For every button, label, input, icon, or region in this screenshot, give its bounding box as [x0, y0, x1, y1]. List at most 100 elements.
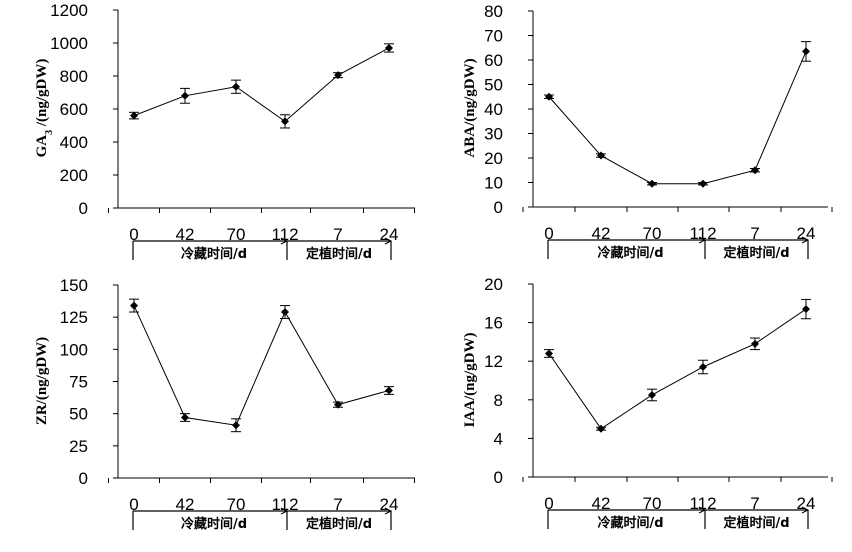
x-tick-label: 112	[689, 494, 716, 513]
y-tick-label: 25	[69, 437, 88, 456]
y-axis-label-main: IAA/(ng/gDW)	[462, 332, 478, 427]
series-line	[548, 51, 807, 185]
arrow-icon	[698, 236, 707, 244]
y-tick-label: 200	[60, 166, 88, 185]
data-point	[181, 91, 189, 100]
data-point	[281, 117, 289, 126]
arrow-icon	[384, 507, 393, 515]
arrow-icon	[801, 506, 810, 514]
x-tick-label: 112	[689, 224, 716, 243]
data-point	[181, 413, 189, 422]
x-tick-label: 7	[333, 225, 342, 244]
y-tick-label: 50	[484, 76, 503, 95]
x-tick-label: 0	[544, 494, 553, 513]
y-axis-label: ZR/(ng/gDW)	[34, 337, 50, 425]
period-label-storage: 冷藏时间/d	[181, 246, 247, 262]
y-tick-label: 0	[494, 198, 503, 217]
y-tick-label: 600	[60, 100, 88, 119]
data-point	[232, 421, 240, 430]
x-tick-label: 70	[643, 224, 662, 243]
y-tick-label: 8	[494, 391, 503, 410]
data-point	[130, 111, 138, 120]
y-tick-label: 20	[484, 149, 503, 168]
y-axis-label-rest: /(ng/gDW)	[34, 59, 50, 130]
arrow-icon	[384, 237, 393, 245]
data-point	[334, 400, 342, 409]
y-axis-label-main: ZR/(ng/gDW)	[34, 337, 50, 425]
y-tick-label: 1200	[50, 1, 88, 20]
data-point	[385, 386, 393, 395]
y-tick-label: 70	[484, 27, 503, 46]
period-label-planting: 定植时间/d	[722, 515, 789, 531]
period-label-planting: 定植时间/d	[722, 245, 789, 261]
data-point	[802, 47, 810, 56]
y-tick-label: 20	[484, 275, 503, 294]
y-tick-label: 40	[484, 100, 503, 119]
y-tick-label: 0	[494, 468, 503, 487]
x-tick-label: 0	[129, 495, 138, 514]
period-label-storage: 冷藏时间/d	[597, 245, 663, 261]
y-axis-label-main: GA	[34, 135, 50, 158]
chart-panel-3: 0 25 50 75 100 125 150 0 42 70 112 7 24 冷藏时间/d 定植时间/d Z…	[34, 276, 415, 532]
chart-panel-2: 0 10 20 30 40 50 60 70 80 0 42 70 112 7 24 冷藏时间/d 定植时间/d…	[462, 2, 833, 261]
data-point	[130, 301, 138, 310]
data-point	[597, 424, 605, 433]
data-point	[545, 92, 553, 101]
period-label-planting: 定植时间/d	[305, 246, 372, 262]
period-label-planting: 定植时间/d	[305, 516, 372, 532]
y-tick-label: 12	[484, 352, 503, 371]
y-tick-label: 50	[69, 405, 88, 424]
y-tick-label: 100	[60, 340, 88, 359]
x-tick-label: 0	[544, 224, 553, 243]
period-label-storage: 冷藏时间/d	[597, 515, 663, 531]
data-point	[699, 179, 707, 188]
y-tick-label: 125	[60, 308, 88, 327]
data-point	[648, 390, 656, 399]
data-point	[699, 362, 707, 371]
data-point	[751, 339, 759, 348]
arrow-icon	[698, 506, 707, 514]
chart-panel-1: 0 200 400 600 800 1000 1200 0 42 70 112 7 24 冷藏时间/d 定植…	[34, 1, 415, 262]
data-point	[281, 308, 289, 317]
y-tick-label: 400	[60, 133, 88, 152]
y-axis-label: IAA/(ng/gDW)	[462, 332, 478, 427]
x-tick-label: 7	[750, 494, 759, 513]
y-tick-label: 60	[484, 51, 503, 70]
y-tick-label: 0	[79, 469, 88, 488]
x-tick-label: 7	[750, 224, 759, 243]
y-tick-label: 800	[60, 67, 88, 86]
data-point	[545, 349, 553, 358]
y-tick-label: 75	[69, 373, 88, 392]
series-line	[548, 308, 807, 430]
arrow-icon	[801, 236, 810, 244]
data-point	[597, 151, 605, 160]
y-tick-label: 1000	[50, 34, 88, 53]
series-line	[133, 47, 390, 123]
x-tick-label: 112	[271, 225, 298, 244]
y-tick-label: 80	[484, 2, 503, 21]
x-tick-label: 24	[797, 224, 816, 243]
y-tick-label: 0	[79, 199, 88, 218]
series-line	[133, 305, 390, 426]
y-axis-label-main: ABA/(ng/gDW)	[462, 58, 478, 157]
x-tick-label: 42	[592, 224, 611, 243]
y-tick-label: 30	[484, 125, 503, 144]
y-axis-label-sub: 3	[44, 130, 55, 135]
x-tick-label: 42	[592, 494, 611, 513]
data-point	[334, 71, 342, 80]
y-tick-label: 4	[494, 429, 503, 448]
y-axis-label: ABA/(ng/gDW)	[462, 58, 478, 157]
period-label-storage: 冷藏时间/d	[181, 516, 247, 532]
y-axis-label: GA3 /(ng/gDW)	[34, 59, 55, 158]
data-point	[232, 82, 240, 91]
chart-panel-4: 0 4 8 12 16 20 0 42 70 112 7 24 冷藏时间/d 定植时间/d IAA/(ng/…	[462, 275, 833, 531]
x-tick-label: 112	[271, 495, 298, 514]
data-point	[648, 179, 656, 188]
x-tick-label: 7	[333, 495, 342, 514]
arrow-icon	[280, 237, 289, 245]
y-tick-label: 10	[484, 174, 503, 193]
arrow-icon	[280, 507, 289, 515]
x-tick-label: 70	[227, 225, 246, 244]
x-tick-label: 24	[380, 225, 399, 244]
